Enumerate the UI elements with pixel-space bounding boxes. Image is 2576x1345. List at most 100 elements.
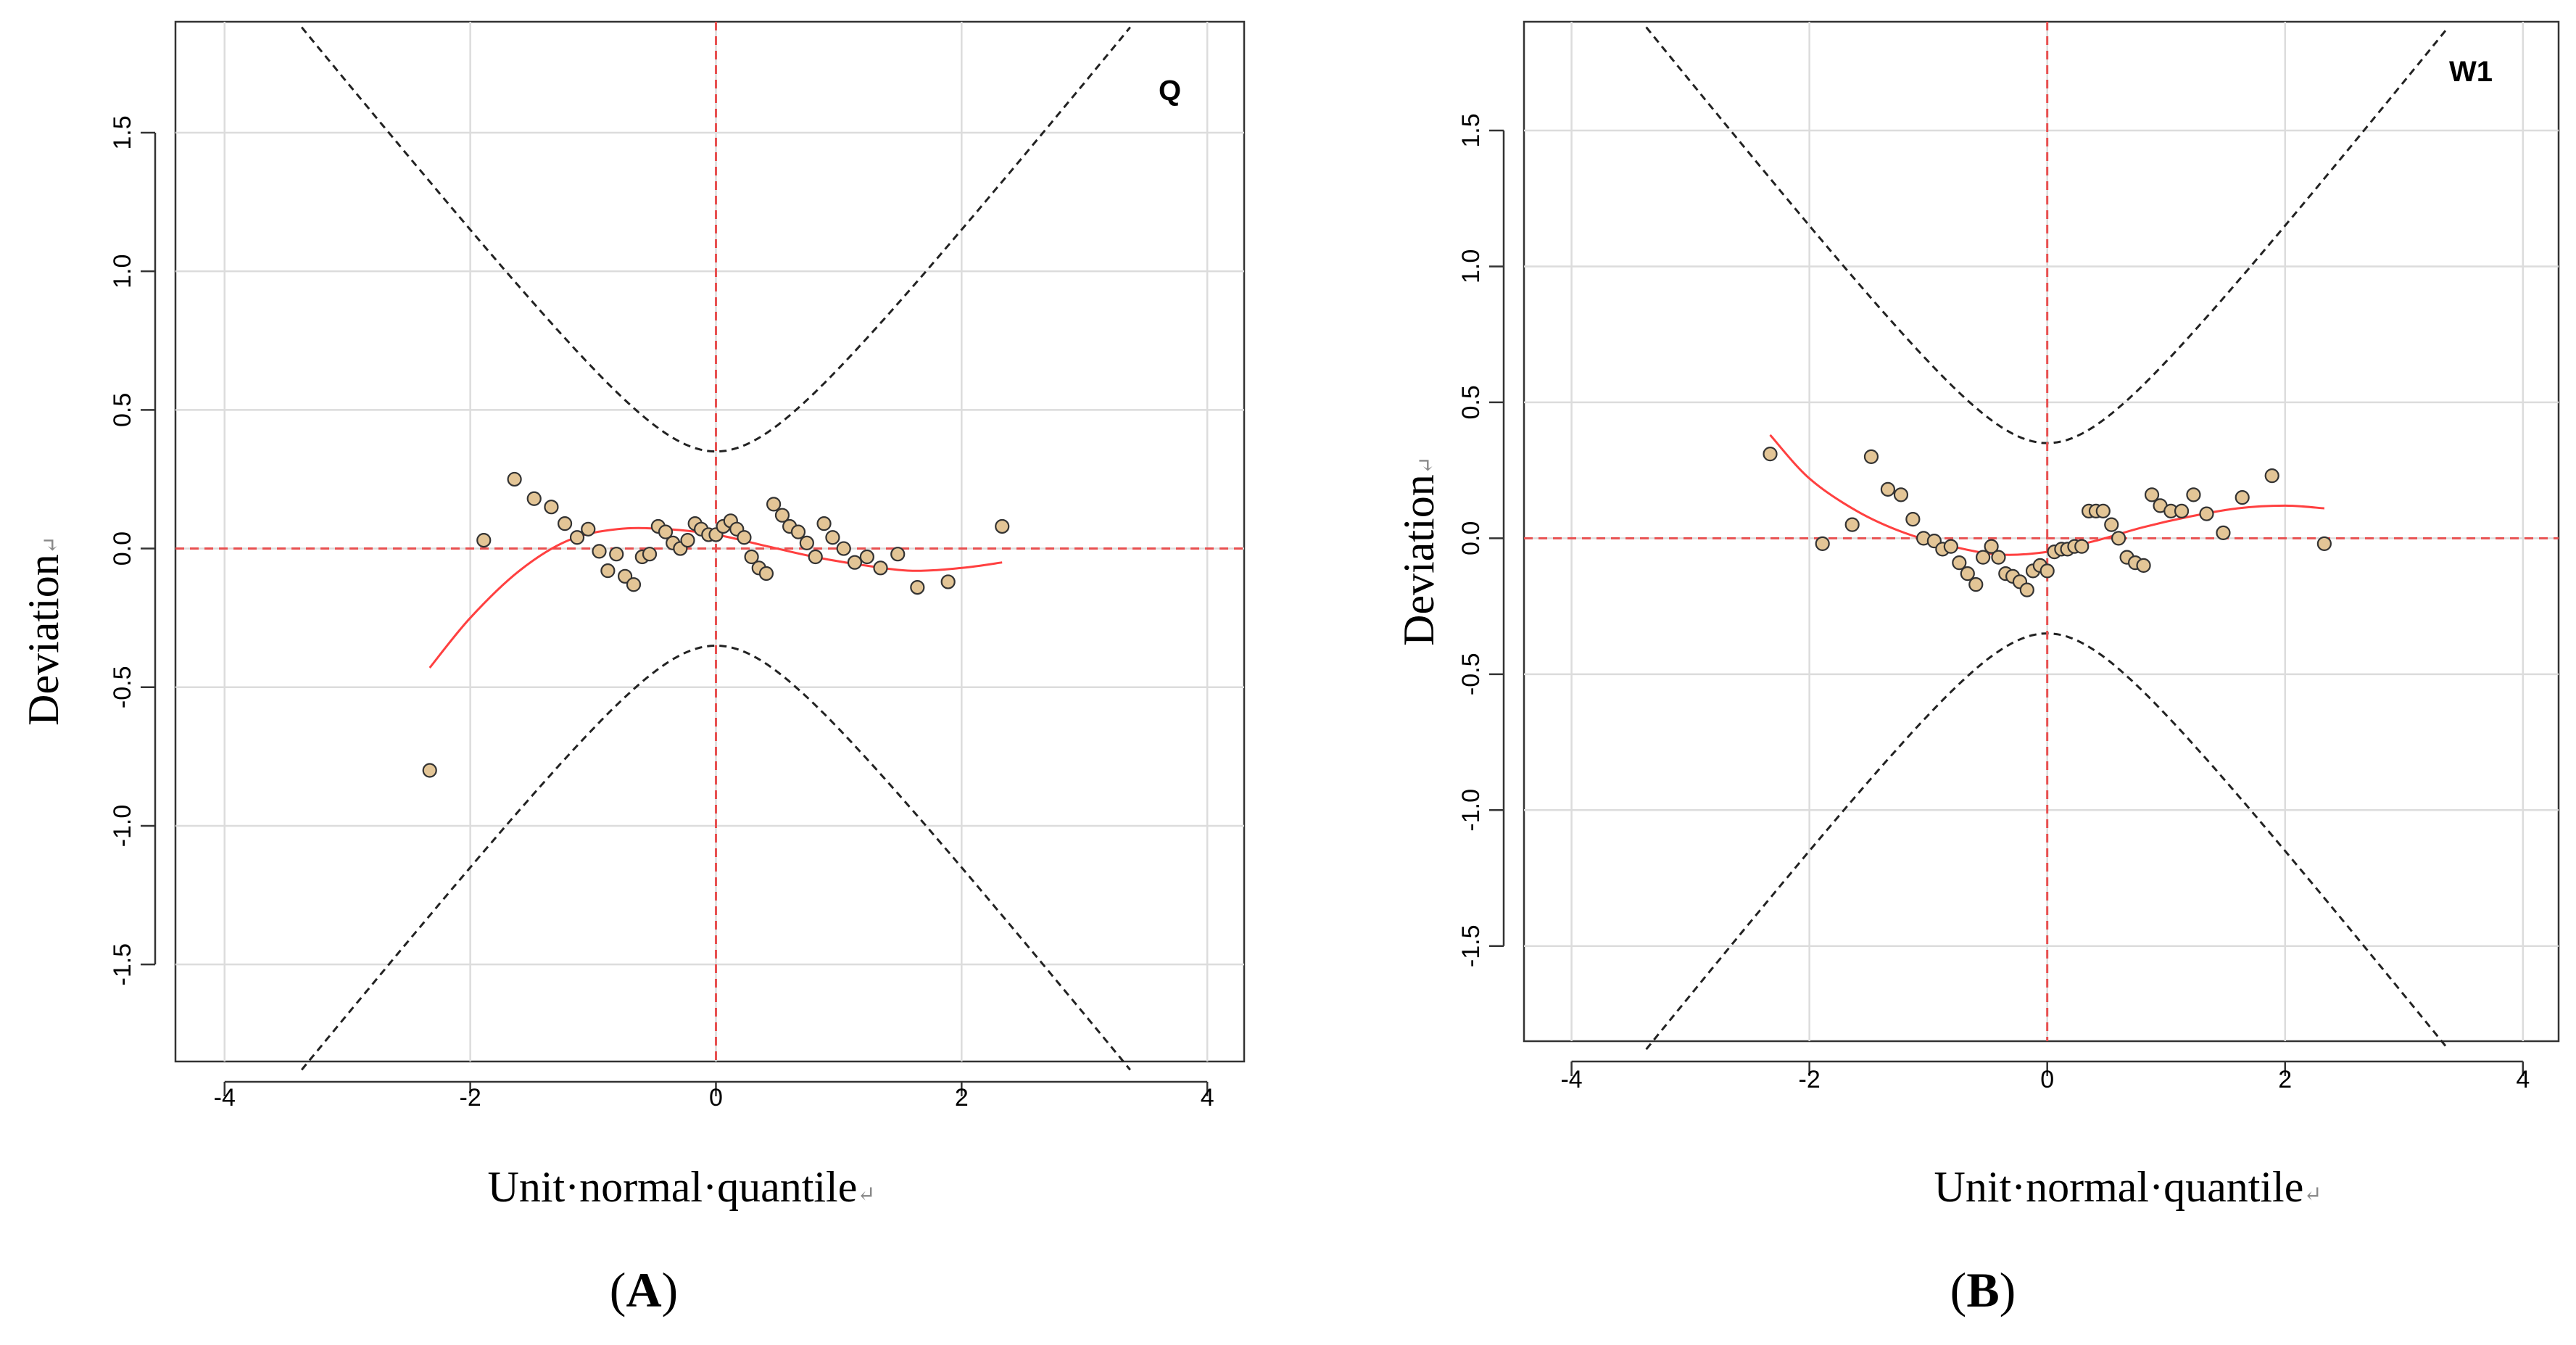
data-point bbox=[2039, 563, 2055, 579]
data-point bbox=[873, 560, 888, 576]
data-point bbox=[626, 577, 642, 592]
data-point bbox=[476, 532, 492, 548]
x-tick-label: -2 bbox=[460, 1084, 481, 1112]
confidence-band bbox=[300, 26, 1131, 1071]
data-point bbox=[825, 530, 840, 545]
y-tick-label: -1.5 bbox=[1457, 925, 1485, 968]
data-point bbox=[1905, 512, 1921, 527]
data-point bbox=[526, 491, 542, 506]
y-axis-title: Deviation↵ bbox=[20, 536, 67, 726]
data-point bbox=[2235, 490, 2250, 505]
y-tick-label: -1.0 bbox=[109, 805, 136, 848]
panel-title: W1 bbox=[2449, 56, 2493, 88]
data-point bbox=[2104, 517, 2119, 532]
data-point bbox=[680, 532, 695, 548]
data-point bbox=[581, 521, 596, 537]
panel-label-b: B bbox=[1966, 1262, 1999, 1317]
data-point bbox=[2074, 539, 2090, 554]
panel-title: Q bbox=[1159, 75, 1181, 107]
x-tick-label: 4 bbox=[2516, 1066, 2530, 1093]
y-tick-label: -0.5 bbox=[109, 666, 136, 709]
x-axis-title-text: Unit·normal·quantile bbox=[488, 1163, 858, 1211]
x-axis-title-text: Unit·normal·quantile bbox=[1934, 1163, 2304, 1211]
data-point bbox=[910, 579, 925, 595]
x-axis: -4 -2 0 2 4 bbox=[1560, 1060, 2530, 1093]
y-tick-label: 0.0 bbox=[1457, 521, 1485, 555]
data-point bbox=[816, 516, 832, 531]
data-point bbox=[544, 500, 559, 515]
y-axis-title-mark: ↵ bbox=[39, 536, 63, 554]
data-point bbox=[744, 549, 759, 565]
y-tick-label: -0.5 bbox=[1457, 653, 1485, 696]
y-axis: -1.5 -1.0 -0.5 0.0 0.5 1.0 1.5 bbox=[109, 115, 157, 985]
data-point bbox=[569, 530, 585, 545]
data-point bbox=[1863, 449, 1879, 464]
data-point bbox=[642, 547, 658, 562]
y-tick-label: 1.0 bbox=[109, 254, 136, 289]
data-point bbox=[1984, 539, 1999, 554]
x-axis-title: Unit·normal·quantile↵ bbox=[488, 1163, 876, 1211]
data-point bbox=[507, 471, 522, 487]
data-point bbox=[766, 497, 782, 512]
data-point bbox=[557, 516, 573, 531]
data-point bbox=[737, 530, 752, 545]
data-point bbox=[1952, 555, 1967, 571]
data-point bbox=[592, 544, 607, 559]
data-point bbox=[422, 763, 437, 778]
data-point bbox=[1976, 550, 1991, 565]
y-tick-label: -1.0 bbox=[1457, 789, 1485, 832]
data-point bbox=[847, 555, 863, 570]
confidence-band-upper bbox=[300, 26, 1131, 453]
x-tick-label: 0 bbox=[709, 1084, 723, 1112]
data-point bbox=[609, 547, 624, 562]
x-tick-label: -4 bbox=[1560, 1066, 1582, 1093]
data-point bbox=[799, 535, 814, 551]
data-point bbox=[1968, 577, 1984, 592]
data-point bbox=[1880, 481, 1896, 497]
panel-b: -4 -2 0 2 4 -1.5 -1.0 -0.5 0.0 0.5 1.0 1.5 W1 Unit… bbox=[1395, 20, 2560, 1317]
confidence-band-lower bbox=[300, 644, 1131, 1071]
data-point bbox=[1991, 550, 2006, 565]
data-points bbox=[1763, 447, 2332, 597]
y-tick-label: 1.0 bbox=[1457, 249, 1485, 284]
y-axis-title-mark: ↵ bbox=[1415, 456, 1438, 474]
y-tick-label: 0.0 bbox=[109, 531, 136, 566]
data-point bbox=[600, 563, 616, 579]
reference-lines bbox=[1524, 22, 2559, 1041]
data-point bbox=[1763, 447, 1778, 462]
x-tick-label: -2 bbox=[1799, 1066, 1821, 1093]
reference-lines bbox=[175, 22, 1244, 1061]
x-tick-label: 4 bbox=[1201, 1084, 1214, 1112]
x-axis: -4 -2 0 2 4 bbox=[214, 1080, 1214, 1112]
data-point bbox=[2174, 503, 2190, 518]
data-point bbox=[1844, 517, 1860, 532]
data-point bbox=[1943, 539, 1958, 554]
x-tick-label: 2 bbox=[955, 1084, 969, 1112]
panel-a: -4 -2 0 2 4 -1.5 -1.0 -0.5 0.0 0.5 1.0 1.5 Q Unit·… bbox=[20, 20, 1246, 1317]
panel-label-a: A bbox=[626, 1262, 661, 1317]
plot-frame bbox=[174, 20, 1246, 1063]
x-tick-label: 2 bbox=[2278, 1066, 2292, 1093]
data-point bbox=[2019, 582, 2034, 597]
y-tick-label: 1.5 bbox=[1457, 113, 1485, 147]
data-point bbox=[2264, 468, 2279, 484]
x-axis-title: Unit·normal·quantile↵ bbox=[1934, 1163, 2322, 1211]
y-tick-label: 0.5 bbox=[1457, 385, 1485, 419]
data-point bbox=[658, 524, 674, 539]
data-point bbox=[836, 541, 851, 556]
y-axis-title-text: Deviation bbox=[1395, 474, 1443, 646]
data-point bbox=[617, 568, 633, 584]
data-point bbox=[2136, 558, 2151, 573]
y-tick-label: 1.5 bbox=[109, 115, 136, 149]
data-point bbox=[1960, 566, 1975, 582]
data-point bbox=[2186, 487, 2201, 502]
data-points bbox=[422, 471, 1010, 778]
data-point bbox=[940, 574, 956, 589]
x-tick-label: -4 bbox=[214, 1084, 236, 1112]
x-tick-label: 0 bbox=[2040, 1066, 2054, 1093]
data-point bbox=[808, 549, 823, 565]
data-point bbox=[2216, 525, 2231, 540]
y-axis: -1.5 -1.0 -0.5 0.0 0.5 1.0 1.5 bbox=[1457, 113, 1505, 968]
x-axis-title-mark: ↵ bbox=[857, 1183, 875, 1207]
